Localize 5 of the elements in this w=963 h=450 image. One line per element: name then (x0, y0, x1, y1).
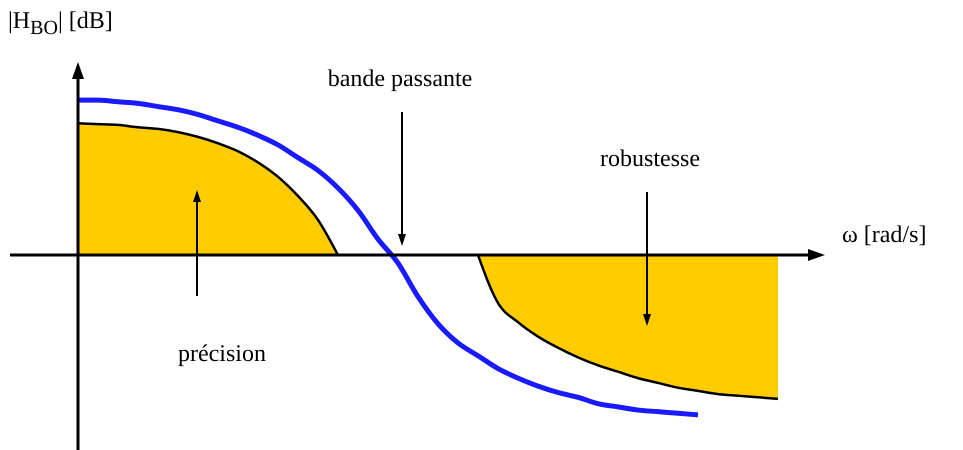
text: bande passante (328, 66, 472, 92)
annotation: précision (178, 341, 266, 367)
y-axis-title: |H$_{BO}$| [dB] (8, 8, 113, 39)
annotation: robustesse (600, 146, 700, 172)
x-axis-title: ω [rad/s] (842, 222, 926, 248)
